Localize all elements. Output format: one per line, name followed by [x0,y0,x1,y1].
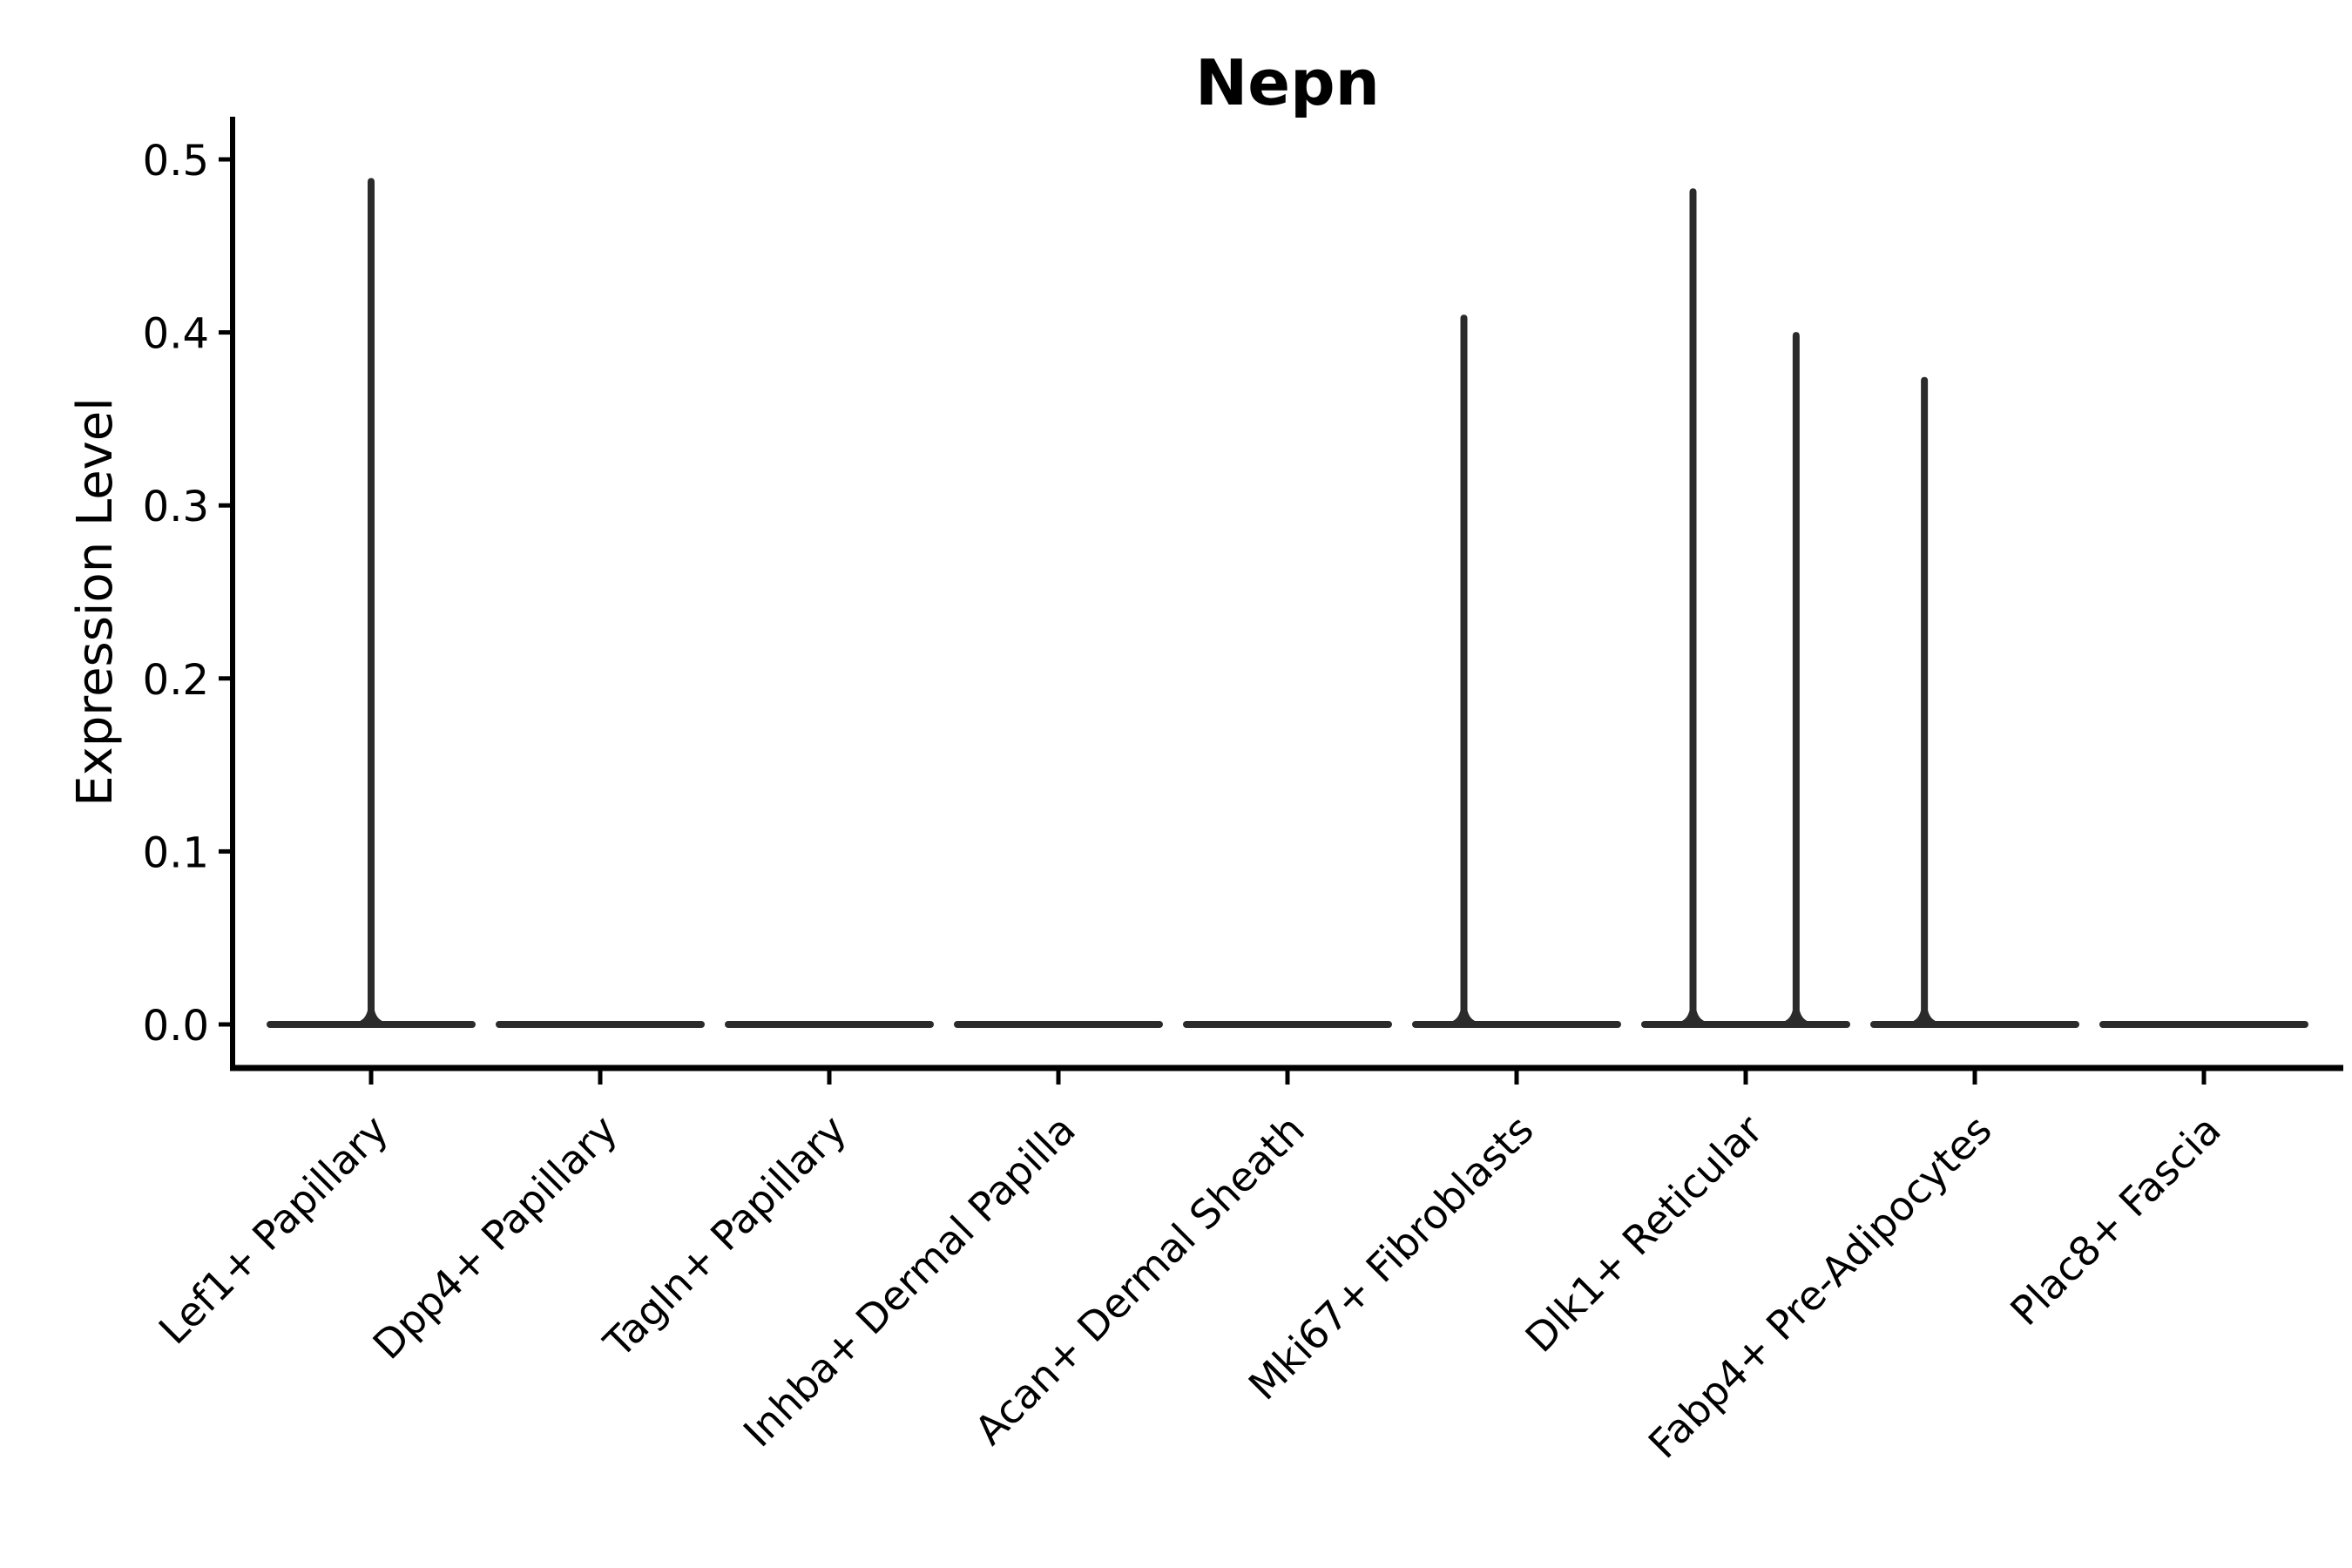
y-tick-label: 0.4 [143,310,209,359]
violin-spike [1909,376,1940,1024]
y-axis-ticks: 0.0 0.1 0.2 0.3 0.4 0.5 [143,137,233,1051]
violins-layer [267,178,2308,1028]
violin-spike [1449,314,1479,1024]
axes-spines [230,117,2343,1071]
y-axis-label: Expression Level [67,397,124,807]
violin-spike [355,178,387,1024]
y-tick-label: 0.0 [143,1002,209,1051]
y-tick-label: 0.3 [143,483,209,531]
violin-plot-figure: Nepn Expression Level 0.0 0.1 0.2 0.3 0.4 0.5… [35,14,2352,1568]
plot-background [35,14,2352,1568]
violin-chart: Nepn Expression Level 0.0 0.1 0.2 0.3 0.4 0.5… [35,14,2352,1568]
violin-spike [1678,188,1708,1024]
violin-spike [1781,332,1811,1024]
chart-title: Nepn [1195,46,1380,119]
y-tick-label: 0.1 [143,828,209,877]
y-tick-label: 0.5 [143,137,209,186]
y-tick-label: 0.2 [143,656,209,705]
